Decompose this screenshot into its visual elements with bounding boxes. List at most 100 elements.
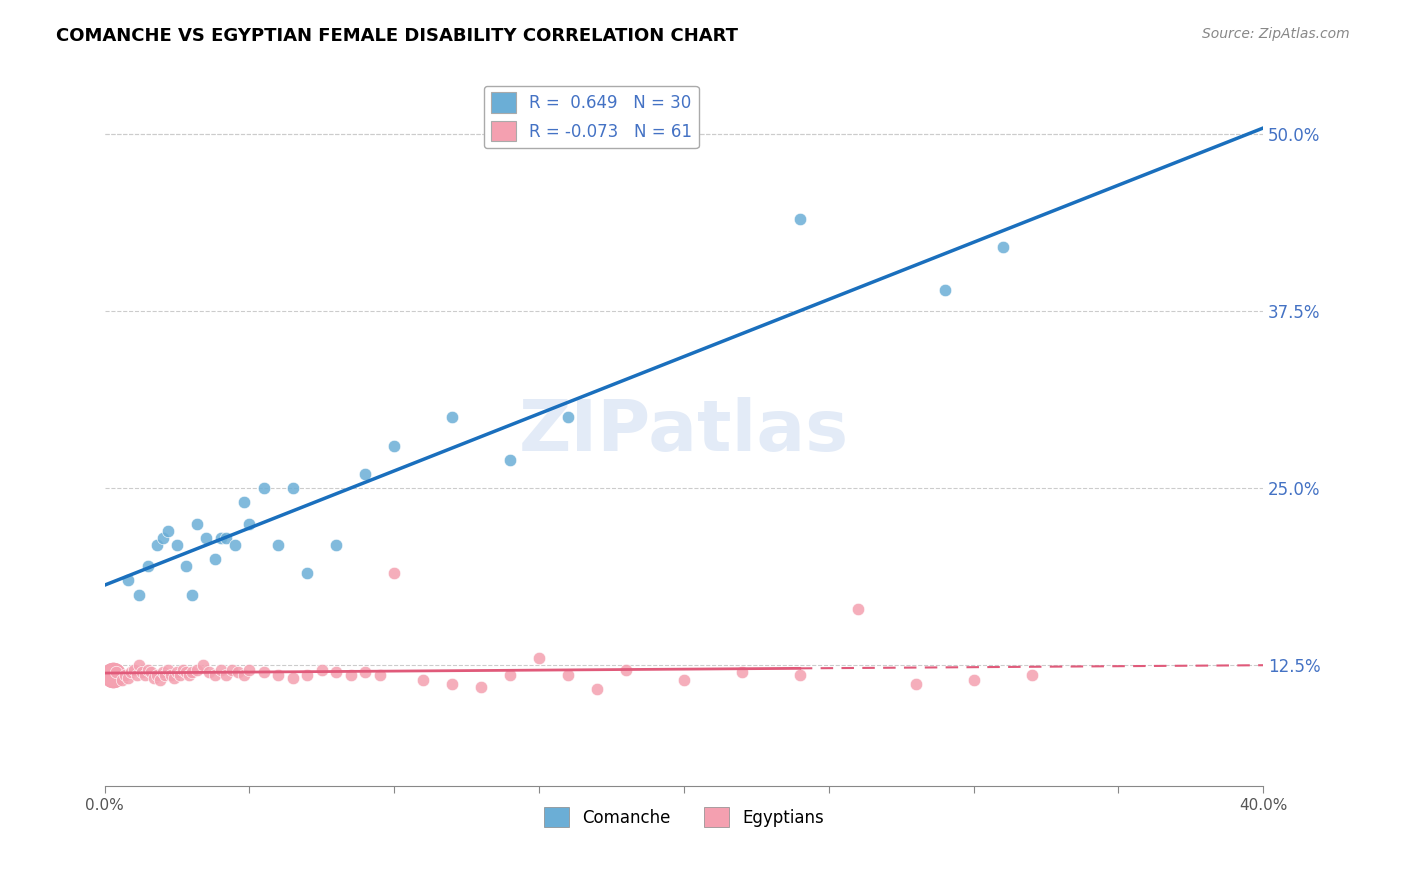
Text: ZIPatlas: ZIPatlas [519, 397, 849, 467]
Point [152, 531, 174, 545]
Point [789, 668, 811, 682]
Point [215, 668, 238, 682]
Point [174, 559, 197, 574]
Point [586, 682, 609, 697]
Point [281, 481, 304, 495]
Point [155, 668, 177, 682]
Point [103, 668, 125, 682]
Point [186, 663, 208, 677]
Point [146, 668, 169, 682]
Point [186, 516, 208, 531]
Point [163, 671, 186, 685]
Point [991, 240, 1014, 254]
Point [146, 538, 169, 552]
Point [157, 524, 180, 538]
Point [1021, 668, 1043, 682]
Point [103, 668, 125, 682]
Point [204, 668, 226, 682]
Point [134, 668, 156, 682]
Point [557, 668, 579, 682]
Point [103, 668, 125, 682]
Point [441, 677, 464, 691]
Point [354, 665, 377, 680]
Point [142, 671, 165, 685]
Point [340, 668, 363, 682]
Point [499, 453, 522, 467]
Point [114, 668, 136, 682]
Point [103, 668, 125, 682]
Point [139, 665, 162, 680]
Point [120, 665, 142, 680]
Text: Source: ZipAtlas.com: Source: ZipAtlas.com [1202, 27, 1350, 41]
Point [557, 410, 579, 425]
Legend: Comanche, Egyptians: Comanche, Egyptians [537, 800, 831, 834]
Point [238, 516, 260, 531]
Point [166, 538, 188, 552]
Point [117, 671, 139, 685]
Point [232, 495, 254, 509]
Point [128, 588, 150, 602]
Point [441, 410, 464, 425]
Point [166, 665, 188, 680]
Point [412, 673, 434, 687]
Point [122, 663, 145, 677]
Point [177, 668, 200, 682]
Point [325, 538, 347, 552]
Point [169, 668, 191, 682]
Point [267, 668, 290, 682]
Point [253, 665, 276, 680]
Point [267, 538, 290, 552]
Point [174, 665, 197, 680]
Point [527, 651, 550, 665]
Point [103, 668, 125, 682]
Point [209, 531, 232, 545]
Point [180, 588, 202, 602]
Point [470, 680, 492, 694]
Point [325, 665, 347, 680]
Point [281, 671, 304, 685]
Point [195, 531, 218, 545]
Point [209, 663, 232, 677]
Point [789, 212, 811, 227]
Point [204, 552, 226, 566]
Point [149, 673, 172, 687]
Point [297, 566, 319, 581]
Point [157, 663, 180, 677]
Point [238, 663, 260, 677]
Point [226, 665, 249, 680]
Point [253, 481, 276, 495]
Point [152, 665, 174, 680]
Point [232, 668, 254, 682]
Point [198, 665, 221, 680]
Point [221, 663, 243, 677]
Point [614, 663, 637, 677]
Point [224, 538, 246, 552]
Point [128, 658, 150, 673]
Point [215, 531, 238, 545]
Point [180, 665, 202, 680]
Point [846, 601, 869, 615]
Point [172, 663, 194, 677]
Point [354, 467, 377, 482]
Point [160, 668, 183, 682]
Point [382, 439, 405, 453]
Text: COMANCHE VS EGYPTIAN FEMALE DISABILITY CORRELATION CHART: COMANCHE VS EGYPTIAN FEMALE DISABILITY C… [56, 27, 738, 45]
Point [136, 663, 159, 677]
Point [499, 668, 522, 682]
Point [672, 673, 695, 687]
Point [136, 559, 159, 574]
Point [297, 668, 319, 682]
Point [731, 665, 754, 680]
Point [904, 677, 927, 691]
Point [311, 663, 333, 677]
Point [962, 673, 984, 687]
Point [117, 574, 139, 588]
Point [105, 665, 128, 680]
Point [368, 668, 391, 682]
Point [131, 665, 153, 680]
Point [382, 566, 405, 581]
Point [934, 283, 956, 297]
Point [111, 673, 134, 687]
Point [191, 658, 214, 673]
Point [125, 668, 148, 682]
